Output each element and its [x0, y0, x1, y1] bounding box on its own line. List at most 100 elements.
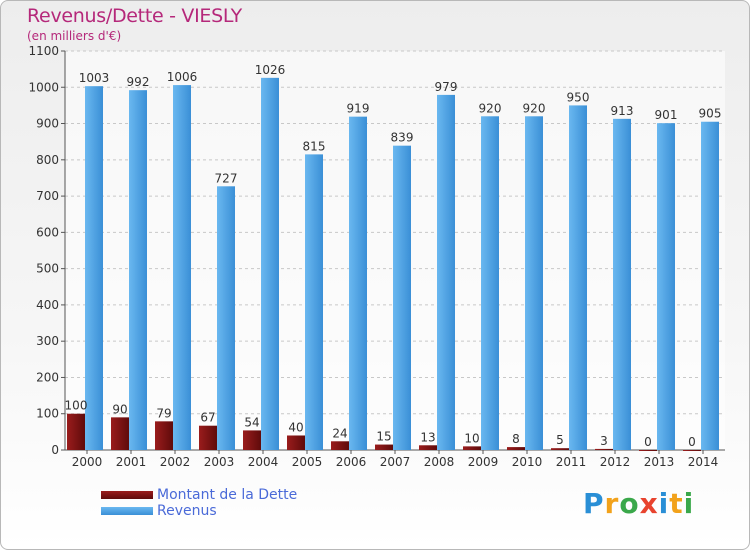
data-label-revenue: 913 [611, 104, 634, 118]
bar-debt [551, 448, 569, 450]
bar-revenue [525, 116, 543, 451]
bar-revenue [349, 116, 367, 451]
data-label-revenue: 901 [655, 108, 678, 122]
y-tick-label: 100 [36, 407, 59, 421]
bar-revenue [173, 85, 191, 450]
data-label-revenue: 919 [347, 102, 370, 116]
data-label-revenue: 920 [479, 101, 502, 115]
y-tick-label: 800 [36, 153, 59, 167]
data-label-revenue: 727 [215, 171, 238, 185]
data-label-revenue: 815 [303, 139, 326, 153]
logo-letter: r [604, 487, 620, 520]
data-label-debt: 0 [688, 435, 696, 449]
y-tick-label: 400 [36, 298, 59, 312]
data-label-debt: 100 [65, 399, 88, 413]
y-tick-label: 0 [51, 443, 59, 457]
data-label-debt: 40 [288, 420, 303, 434]
data-label-debt: 79 [156, 406, 171, 420]
y-tick-label: 500 [36, 262, 59, 276]
x-tick-label: 2013 [644, 455, 675, 469]
bar-debt [287, 435, 305, 450]
x-tick-label: 2004 [248, 455, 279, 469]
logo-letter: t [669, 487, 684, 520]
data-label-revenue: 979 [435, 80, 458, 94]
data-label-revenue: 1026 [255, 63, 286, 77]
logo-letter: P [583, 487, 605, 520]
bar-debt [243, 430, 261, 450]
bar-debt [595, 448, 613, 450]
legend-swatch-debt [101, 491, 153, 499]
bar-revenue [437, 94, 455, 450]
bar-debt [67, 413, 85, 450]
data-label-debt: 54 [244, 415, 259, 429]
bar-debt [683, 450, 701, 451]
data-label-revenue: 1006 [167, 70, 198, 84]
data-label-debt: 67 [200, 411, 215, 425]
x-tick-label: 2012 [600, 455, 631, 469]
x-tick-label: 2009 [468, 455, 499, 469]
bar-revenue [217, 186, 235, 450]
bar-revenue [393, 145, 411, 450]
bar-debt [375, 444, 393, 450]
bar-debt [419, 445, 437, 450]
x-tick-label: 2001 [116, 455, 147, 469]
bar-revenue [613, 118, 631, 450]
data-label-debt: 13 [420, 430, 435, 444]
data-label-revenue: 950 [567, 90, 590, 104]
bar-debt [155, 421, 173, 450]
bar-debt [507, 447, 525, 450]
x-tick-label: 2003 [204, 455, 235, 469]
bar-debt [111, 417, 129, 450]
data-label-debt: 24 [332, 426, 347, 440]
logo-letter: o [619, 487, 640, 520]
data-label-revenue: 992 [127, 75, 150, 89]
y-tick-label: 300 [36, 334, 59, 348]
data-label-debt: 8 [512, 432, 520, 446]
data-label-revenue: 920 [523, 101, 546, 115]
bar-revenue [481, 116, 499, 451]
x-tick-label: 2002 [160, 455, 191, 469]
data-label-revenue: 839 [391, 131, 414, 145]
x-tick-label: 2007 [380, 455, 411, 469]
chart-title: Revenus/Dette - VIESLY [27, 5, 242, 27]
bar-revenue [569, 105, 587, 450]
data-label-debt: 90 [112, 402, 127, 416]
logo-letter: x [639, 487, 659, 520]
bar-revenue [261, 77, 279, 450]
data-label-debt: 15 [376, 430, 391, 444]
legend-swatch-revenue [101, 507, 153, 515]
y-tick-label: 1100 [28, 44, 59, 58]
bar-debt [331, 441, 349, 450]
data-label-debt: 3 [600, 434, 608, 448]
chart-subtitle: (en milliers d'€) [27, 29, 122, 43]
x-tick-label: 2008 [424, 455, 455, 469]
x-tick-label: 2014 [688, 455, 719, 469]
x-tick-label: 2011 [556, 455, 587, 469]
data-label-revenue: 905 [699, 107, 722, 121]
bar-debt [639, 450, 657, 451]
data-label-debt: 5 [556, 433, 564, 447]
y-tick-label: 700 [36, 189, 59, 203]
data-label-debt: 0 [644, 435, 652, 449]
bar-revenue [129, 90, 147, 450]
logo-letter: i [683, 487, 695, 520]
bar-revenue [701, 121, 719, 451]
x-tick-label: 2006 [336, 455, 367, 469]
y-tick-label: 600 [36, 225, 59, 239]
y-tick-label: 200 [36, 370, 59, 384]
logo-letter: i [658, 487, 670, 520]
legend-label-revenue: Revenus [157, 503, 217, 519]
proxiti-logo: Proxiti [583, 487, 694, 520]
bar-debt [463, 446, 481, 450]
bar-debt [199, 425, 217, 450]
data-label-revenue: 1003 [79, 71, 110, 85]
legend-label-debt: Montant de la Dette [157, 487, 298, 503]
y-tick-label: 1000 [28, 80, 59, 94]
x-tick-label: 2005 [292, 455, 323, 469]
bar-revenue [305, 154, 323, 451]
y-tick-label: 900 [36, 117, 59, 131]
data-label-debt: 10 [464, 431, 479, 445]
bar-revenue [657, 123, 675, 450]
